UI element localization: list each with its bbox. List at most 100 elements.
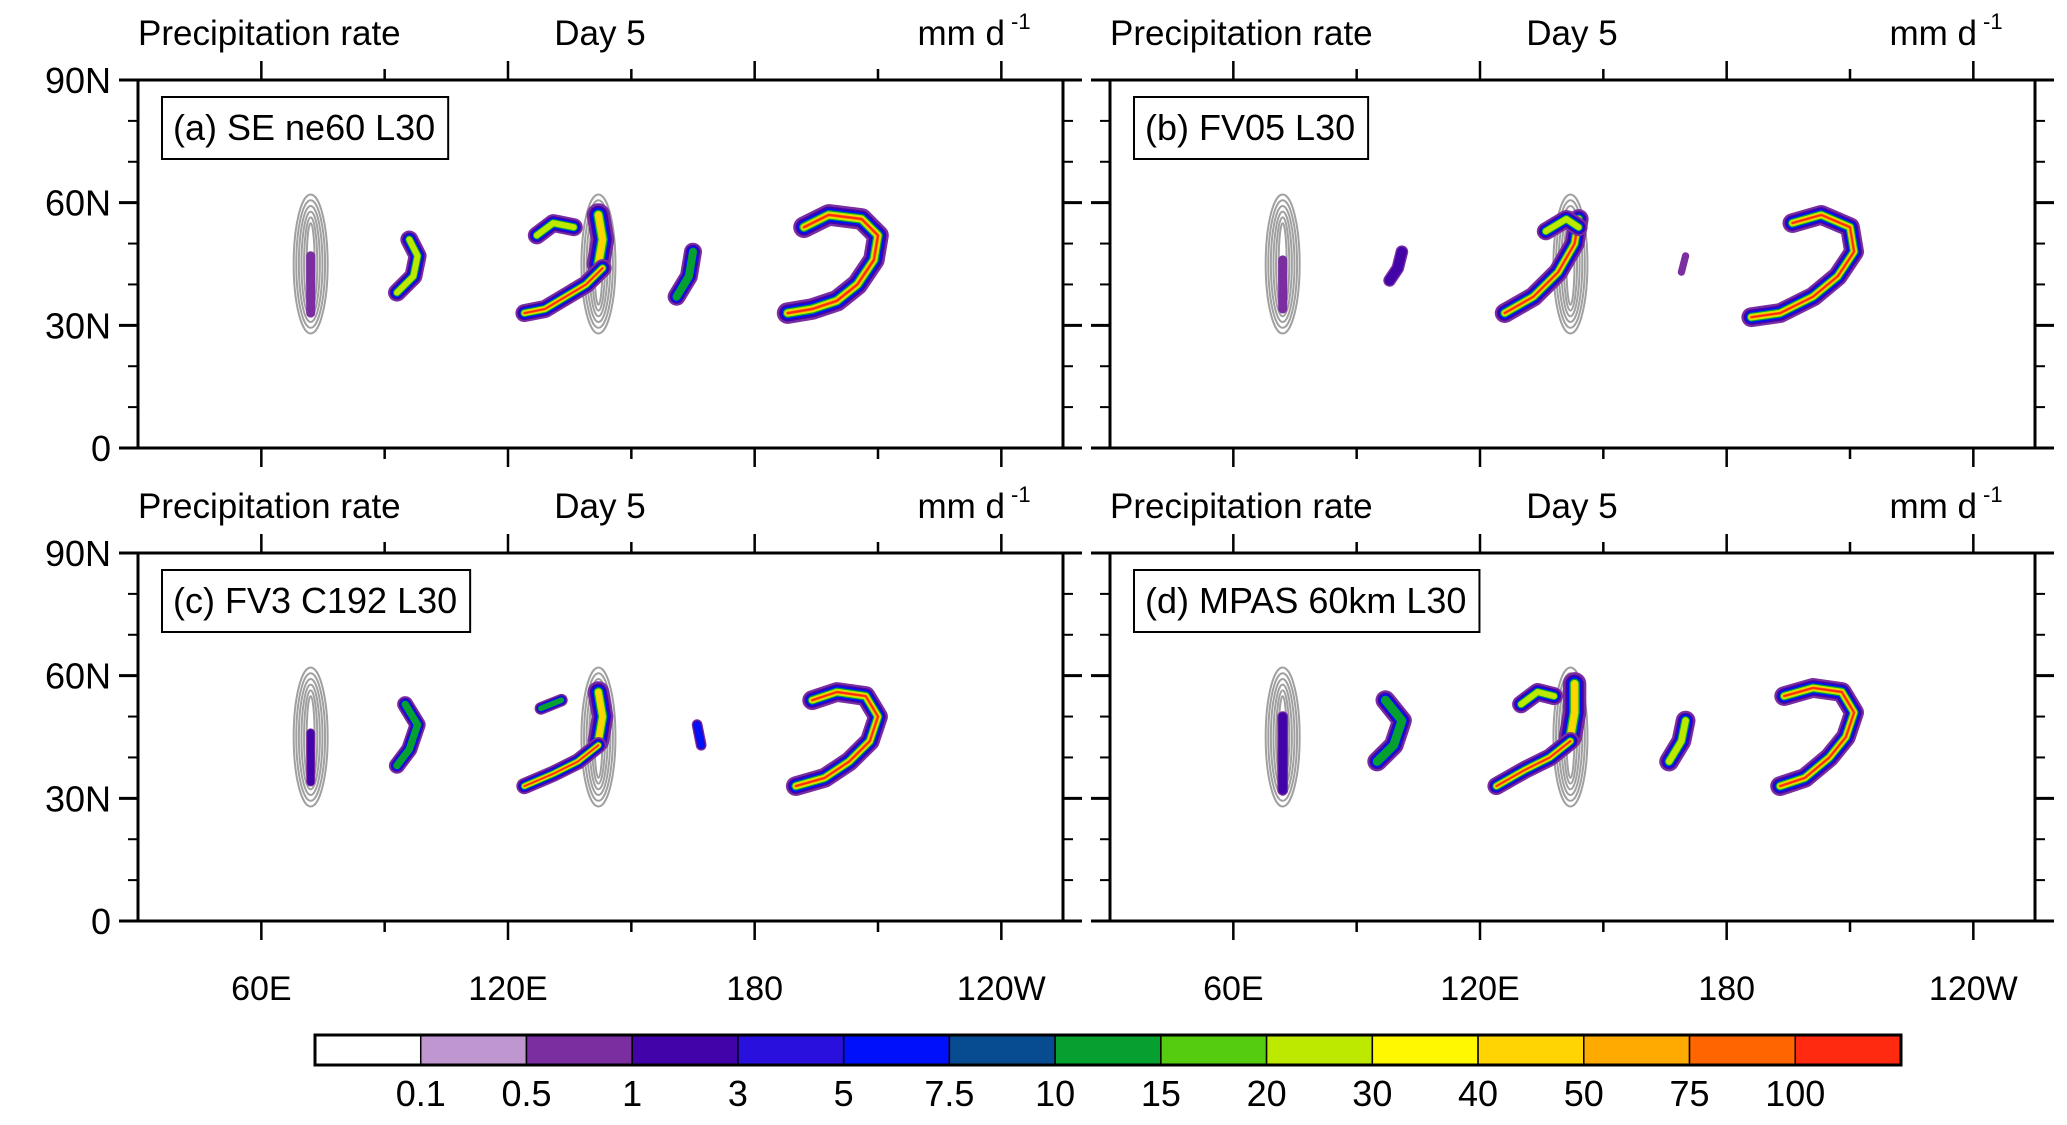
colorbar-swatch <box>948 1034 1056 1066</box>
colorbar-swatch <box>1054 1034 1162 1066</box>
title-center: Day 5 <box>554 487 645 526</box>
precipitation-feature <box>596 689 605 744</box>
colorbar-label: 3 <box>728 1073 748 1114</box>
colorbar-swatch <box>314 1034 422 1066</box>
contour-line <box>1552 666 1589 808</box>
precipitation-feature <box>1665 717 1689 765</box>
x-tick-label: 60E <box>231 970 292 1008</box>
x-tick-label: 120E <box>468 970 547 1008</box>
precipitation-feature <box>394 236 421 296</box>
colorbar-swatch <box>1160 1034 1268 1066</box>
precipitation-feature <box>533 220 577 239</box>
y-tick-label: 60N <box>45 183 111 224</box>
plot-frame <box>136 551 1065 923</box>
contour-line <box>292 666 329 808</box>
plot-frame <box>1108 551 2037 923</box>
precipitation-feature <box>1567 681 1578 740</box>
panel-label-box <box>161 569 472 633</box>
colorbar-swatch <box>737 1034 845 1066</box>
precipitation-feature <box>794 691 879 787</box>
colorbar-swatch <box>1688 1034 1797 1066</box>
precipitation-feature <box>1750 214 1855 319</box>
panel-label: (b) FV05 L30 <box>1145 107 1355 148</box>
colorbar-label: 50 <box>1564 1073 1604 1114</box>
colorbar-label: 100 <box>1765 1073 1825 1114</box>
panel-d: 60E 120E 180 120W Precipitation rate Day 5 mm … <box>1091 482 2054 1008</box>
precipitation-feature <box>523 744 600 787</box>
contour-line <box>1267 199 1299 329</box>
contour-line <box>1264 193 1301 335</box>
panel-label: (d) MPAS 60km L30 <box>1145 580 1466 621</box>
colorbar-swatch <box>1477 1034 1585 1066</box>
contour-line <box>295 199 327 329</box>
contour-line <box>292 193 329 335</box>
title-units-exponent: -1 <box>1983 482 2003 507</box>
x-tick-label: 180 <box>1698 970 1755 1008</box>
title-left: Precipitation rate <box>138 487 401 526</box>
contour-line <box>580 193 617 335</box>
title-units: mm d <box>1890 487 1978 526</box>
x-tick-label: 180 <box>726 970 783 1008</box>
colorbar-swatch <box>1265 1034 1374 1066</box>
colorbar-label: 20 <box>1247 1073 1287 1114</box>
y-tick-label: 90N <box>45 60 111 101</box>
colorbar: 0.1 0.5 1 3 5 7.5 10 15 20 30 40 50 75 100 <box>313 1033 1903 1114</box>
panel-c: 90N 60N 30N 0 60E 120E 180 120W Precipitation ra… <box>45 482 1082 1008</box>
y-tick-label: 0 <box>91 901 111 942</box>
precipitation-feature <box>1372 695 1407 766</box>
title-units-exponent: -1 <box>1011 482 1031 507</box>
panel-b: Precipitation rate Day 5 mm d -1 (b) FV05 L3… <box>1091 9 2054 467</box>
x-tick-label: 120E <box>1440 970 1519 1008</box>
panel-label: (a) SE ne60 L30 <box>173 107 435 148</box>
precipitation-feature <box>523 267 604 314</box>
precipitation-feature <box>1495 740 1572 787</box>
y-tick-label: 30N <box>45 778 111 819</box>
precipitation-feature <box>693 721 705 749</box>
panel-label-box <box>161 96 450 160</box>
y-tick-label: 30N <box>45 305 111 346</box>
contour-line <box>297 204 324 324</box>
title-units-exponent: -1 <box>1983 9 2003 34</box>
plot-frame <box>136 78 1065 450</box>
contour-line <box>583 199 614 329</box>
panel-label-box <box>1133 96 1370 160</box>
title-center: Day 5 <box>1526 487 1617 526</box>
contour-line <box>300 683 321 791</box>
panel-label-box <box>1133 569 1481 633</box>
x-tick-label: 120W <box>957 970 1046 1008</box>
contour-line <box>295 672 327 802</box>
colorbar-label: 15 <box>1141 1073 1181 1114</box>
precipitation-feature <box>1384 246 1407 286</box>
plot-frame <box>1108 78 2037 450</box>
colorbar-swatch <box>631 1034 739 1066</box>
y-tick-label: 0 <box>91 428 111 469</box>
colorbar-swatch <box>419 1034 528 1066</box>
title-units: mm d <box>1890 14 1978 53</box>
colorbar-label: 1 <box>622 1073 642 1114</box>
colorbar-swatch <box>1583 1034 1691 1066</box>
colorbar-swatch <box>842 1034 951 1066</box>
panel-a: 90N 60N 30N 0 Precipitation rate Day 5 mm d -1 (… <box>45 9 1082 469</box>
colorbar-label: 0.5 <box>501 1073 551 1114</box>
contour-line <box>1264 666 1301 808</box>
title-units-exponent: -1 <box>1011 9 1031 34</box>
precipitation-feature <box>538 697 565 712</box>
colorbar-swatch <box>525 1034 633 1066</box>
contour-line <box>1267 672 1299 802</box>
precipitation-feature <box>393 700 422 770</box>
precipitation-feature <box>1677 252 1690 276</box>
x-tick-label: 60E <box>1203 970 1264 1008</box>
contour-line <box>1269 204 1296 324</box>
contour-line <box>580 666 617 808</box>
precipitation-feature <box>1542 216 1582 235</box>
contour-line <box>585 677 612 797</box>
colorbar-swatch <box>1371 1034 1479 1066</box>
contour-line <box>297 677 324 797</box>
title-left: Precipitation rate <box>1110 14 1373 53</box>
title-units: mm d <box>918 487 1006 526</box>
precipitation-feature <box>786 214 879 314</box>
colorbar-label: 40 <box>1458 1073 1498 1114</box>
colorbar-label: 0.1 <box>396 1073 446 1114</box>
panel-label: (c) FV3 C192 L30 <box>173 580 457 621</box>
